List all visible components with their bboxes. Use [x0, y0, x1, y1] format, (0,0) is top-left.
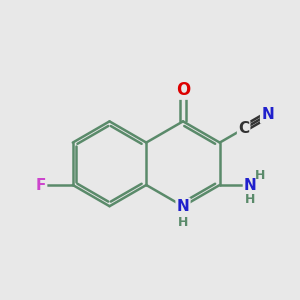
Text: H: H [254, 169, 265, 182]
Text: N: N [261, 107, 274, 122]
Text: H: H [178, 216, 188, 229]
Text: N: N [177, 199, 189, 214]
Text: C: C [238, 121, 249, 136]
Text: F: F [36, 178, 46, 193]
Text: N: N [244, 178, 257, 193]
Text: O: O [176, 80, 190, 98]
Text: H: H [245, 194, 256, 206]
